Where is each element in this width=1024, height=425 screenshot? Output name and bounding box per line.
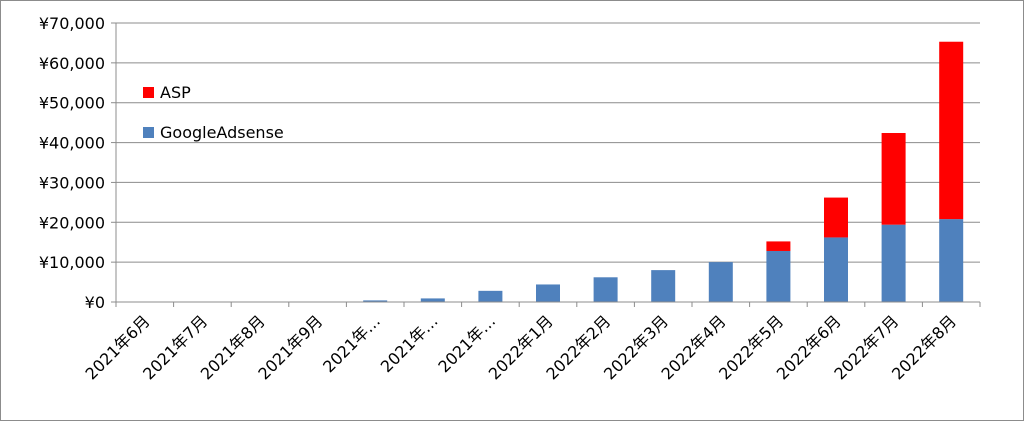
legend: ASP GoogleAdsense <box>143 83 284 142</box>
bar-asp <box>939 41 964 220</box>
x-tick-label: 2021年… <box>377 311 442 376</box>
axes <box>115 23 981 307</box>
bar-googleadsense <box>478 290 503 302</box>
y-tick-label: ¥10,000 <box>39 253 105 272</box>
bar-googleadsense <box>363 300 388 302</box>
bar-asp <box>824 197 848 238</box>
bar-googleadsense <box>881 224 906 302</box>
gridlines <box>111 22 980 303</box>
x-axis-tick-labels: 2021年6月2021年7月2021年8月2021年9月2021年…2021年…… <box>82 311 960 383</box>
bar-asp <box>881 133 906 225</box>
legend-label-asp: ASP <box>160 83 191 102</box>
legend-label-googleadsense: GoogleAdsense <box>160 123 284 142</box>
legend-swatch-asp <box>143 87 154 98</box>
y-tick-label: ¥40,000 <box>39 134 105 153</box>
y-tick-label: ¥60,000 <box>39 54 105 73</box>
y-tick-label: ¥70,000 <box>39 14 105 33</box>
y-tick-label: ¥50,000 <box>39 94 105 113</box>
y-tick-label: ¥20,000 <box>39 213 105 232</box>
y-tick-label: ¥30,000 <box>39 173 105 192</box>
x-tick-label: 2021年… <box>319 311 384 376</box>
bar-googleadsense <box>824 237 848 302</box>
bar-googleadsense <box>651 270 676 302</box>
bar-googleadsense <box>939 219 964 302</box>
bar-googleadsense <box>420 298 445 302</box>
legend-swatch-googleadsense <box>143 127 154 138</box>
y-axis-tick-labels: ¥0 ¥10,000 ¥20,000 ¥30,000 ¥40,000 ¥50,000 ¥60… <box>39 14 105 312</box>
bar-googleadsense <box>593 277 618 302</box>
bar-googleadsense <box>536 284 560 302</box>
bar-asp <box>766 241 791 251</box>
y-tick-label: ¥0 <box>85 293 105 312</box>
bar-googleadsense <box>766 250 791 302</box>
bars <box>363 41 964 302</box>
bar-googleadsense <box>708 262 733 302</box>
